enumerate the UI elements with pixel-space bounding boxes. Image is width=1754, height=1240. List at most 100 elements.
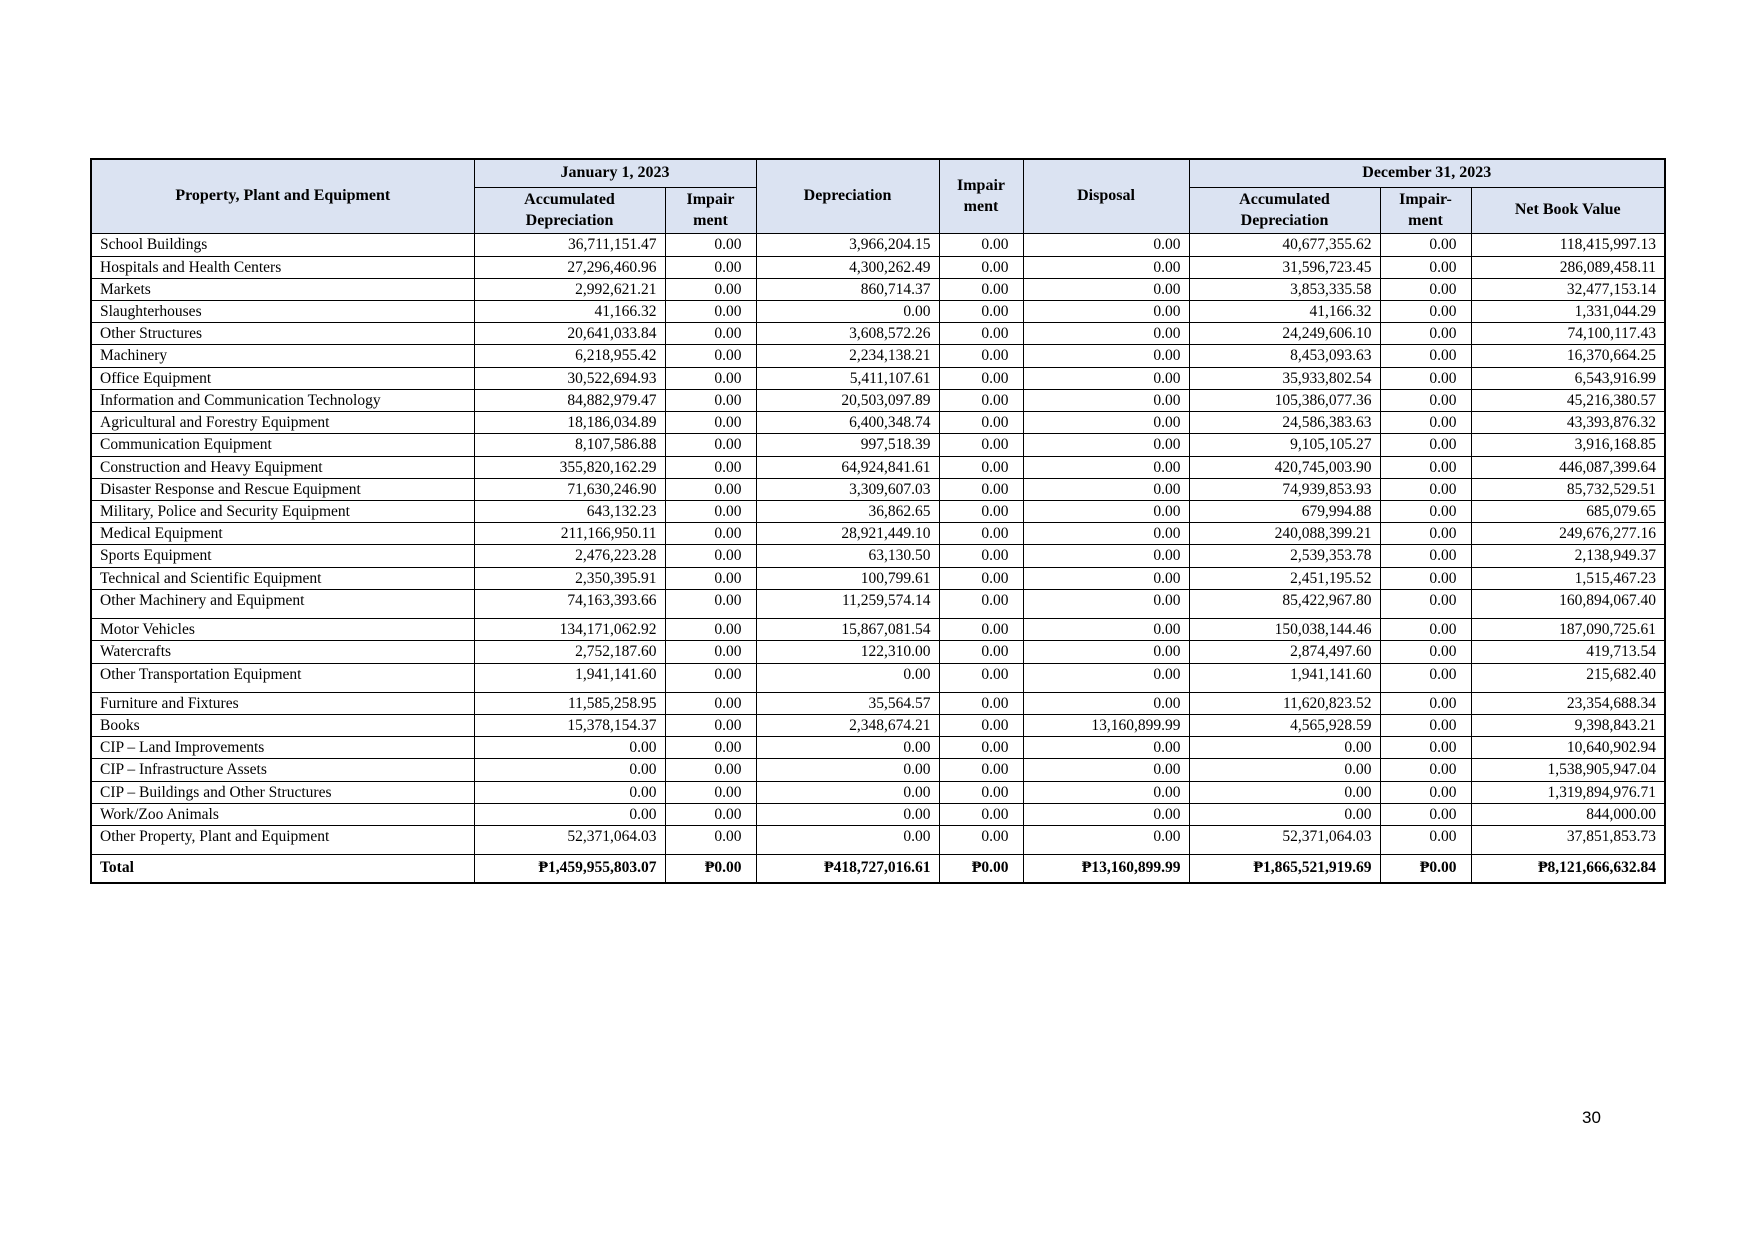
cell-value: 0.00 bbox=[1022, 344, 1190, 368]
cell-value: 0.00 bbox=[938, 825, 1024, 856]
cell-value: 3,916,168.85 bbox=[1470, 433, 1666, 457]
cell-value: 6,543,916.99 bbox=[1470, 366, 1666, 390]
cell-value: 4,300,262.49 bbox=[755, 255, 940, 279]
table-row: Markets 2,992,621.21 0.00 860,714.37 0.00 0.0… bbox=[90, 277, 1666, 302]
row-label: Other Property, Plant and Equipment bbox=[90, 825, 475, 856]
cell-value: 24,586,383.63 bbox=[1188, 411, 1381, 435]
cell-value: 36,862.65 bbox=[755, 500, 940, 524]
cell-value: 9,398,843.21 bbox=[1470, 713, 1666, 738]
cell-value: 0.00 bbox=[1379, 344, 1472, 368]
cell-value: 1,538,905,947.04 bbox=[1470, 758, 1666, 782]
cell-value: 2,234,138.21 bbox=[755, 344, 940, 368]
cell-value: 0.00 bbox=[938, 640, 1024, 664]
cell-value: 0.00 bbox=[938, 233, 1024, 257]
total-disposal: ₱13,160,899.99 bbox=[1022, 854, 1190, 884]
cell-value: 0.00 bbox=[664, 522, 757, 546]
cell-value: 3,309,607.03 bbox=[755, 477, 940, 502]
cell-value: 13,160,899.99 bbox=[1022, 713, 1190, 738]
cell-value: 0.00 bbox=[1379, 544, 1472, 568]
cell-value: 0.00 bbox=[1379, 300, 1472, 324]
cell-value: 41,166.32 bbox=[1188, 300, 1381, 324]
table-row: Books 15,378,154.37 0.00 2,348,674.21 0.00 13… bbox=[90, 713, 1666, 738]
cell-value: 997,518.39 bbox=[755, 433, 940, 457]
header-property: Property, Plant and Equipment bbox=[90, 158, 475, 235]
cell-value: 0.00 bbox=[1379, 758, 1472, 782]
row-label: Other Machinery and Equipment bbox=[90, 588, 475, 620]
row-label: Machinery bbox=[90, 344, 475, 368]
row-label: Hospitals and Health Centers bbox=[90, 255, 475, 279]
cell-value: 0.00 bbox=[664, 662, 757, 693]
cell-value: 9,105,105.27 bbox=[1188, 433, 1381, 457]
cell-value: 27,296,460.96 bbox=[473, 255, 666, 279]
cell-value: 4,565,928.59 bbox=[1188, 713, 1381, 738]
cell-value: 0.00 bbox=[1379, 433, 1472, 457]
cell-value: 0.00 bbox=[473, 758, 666, 782]
table-row: Military, Police and Security Equipment 6… bbox=[90, 500, 1666, 524]
header-depreciation: Depreciation bbox=[755, 158, 940, 235]
cell-value: 0.00 bbox=[938, 322, 1024, 346]
row-label: Furniture and Fixtures bbox=[90, 691, 475, 715]
table-row: Communication Equipment 8,107,586.88 0.00 9… bbox=[90, 433, 1666, 457]
cell-value: 0.00 bbox=[1022, 640, 1190, 664]
cell-value: 23,354,688.34 bbox=[1470, 691, 1666, 715]
cell-value: 0.00 bbox=[664, 758, 757, 782]
cell-value: 0.00 bbox=[1022, 736, 1190, 760]
header-net-book-value: Net Book Value bbox=[1470, 186, 1666, 235]
cell-value: 286,089,458.11 bbox=[1470, 255, 1666, 279]
cell-value: 2,350,395.91 bbox=[473, 566, 666, 590]
cell-value: 1,331,044.29 bbox=[1470, 300, 1666, 324]
cell-value: 64,924,841.61 bbox=[755, 455, 940, 479]
cell-value: 3,853,335.58 bbox=[1188, 277, 1381, 302]
cell-value: 0.00 bbox=[664, 544, 757, 568]
cell-value: 0.00 bbox=[1022, 322, 1190, 346]
cell-value: 0.00 bbox=[664, 233, 757, 257]
cell-value: 0.00 bbox=[938, 566, 1024, 590]
table-body: School Buildings 36,711,151.47 0.00 3,966,2… bbox=[90, 233, 1666, 856]
cell-value: 0.00 bbox=[938, 736, 1024, 760]
cell-value: 28,921,449.10 bbox=[755, 522, 940, 546]
cell-value: 0.00 bbox=[1188, 802, 1381, 827]
cell-value: 0.00 bbox=[664, 388, 757, 413]
cell-value: 0.00 bbox=[1379, 411, 1472, 435]
cell-value: 240,088,399.21 bbox=[1188, 522, 1381, 546]
cell-value: 0.00 bbox=[1379, 825, 1472, 856]
cell-value: 0.00 bbox=[938, 691, 1024, 715]
cell-value: 0.00 bbox=[938, 802, 1024, 827]
cell-value: 0.00 bbox=[1188, 736, 1381, 760]
cell-value: 84,882,979.47 bbox=[473, 388, 666, 413]
cell-value: 15,378,154.37 bbox=[473, 713, 666, 738]
table-row: Office Equipment 30,522,694.93 0.00 5,411,1… bbox=[90, 366, 1666, 390]
cell-value: 43,393,876.32 bbox=[1470, 411, 1666, 435]
cell-value: 0.00 bbox=[1379, 640, 1472, 664]
cell-value: 0.00 bbox=[938, 344, 1024, 368]
cell-value: 0.00 bbox=[664, 500, 757, 524]
cell-value: 0.00 bbox=[664, 566, 757, 590]
row-label: Slaughterhouses bbox=[90, 300, 475, 324]
table-row: CIP – Buildings and Other Structures 0.00… bbox=[90, 780, 1666, 804]
table-row: Technical and Scientific Equipment 2,350,… bbox=[90, 566, 1666, 590]
cell-value: 0.00 bbox=[1379, 802, 1472, 827]
total-impairment-dec: ₱0.00 bbox=[1379, 854, 1472, 884]
cell-value: 0.00 bbox=[664, 344, 757, 368]
cell-value: 160,894,067.40 bbox=[1470, 588, 1666, 620]
row-label: Markets bbox=[90, 277, 475, 302]
header-group-jan: January 1, 2023 bbox=[473, 158, 757, 188]
cell-value: 679,994.88 bbox=[1188, 500, 1381, 524]
cell-value: 6,218,955.42 bbox=[473, 344, 666, 368]
cell-value: 118,415,997.13 bbox=[1470, 233, 1666, 257]
cell-value: 100,799.61 bbox=[755, 566, 940, 590]
cell-value: 0.00 bbox=[1022, 691, 1190, 715]
cell-value: 2,874,497.60 bbox=[1188, 640, 1381, 664]
cell-value: 0.00 bbox=[938, 662, 1024, 693]
table-row: Disaster Response and Rescue Equipment 71… bbox=[90, 477, 1666, 502]
cell-value: 0.00 bbox=[938, 477, 1024, 502]
cell-value: 134,171,062.92 bbox=[473, 618, 666, 642]
cell-value: 0.00 bbox=[1379, 277, 1472, 302]
cell-value: 0.00 bbox=[664, 640, 757, 664]
cell-value: 0.00 bbox=[1022, 255, 1190, 279]
row-label: Work/Zoo Animals bbox=[90, 802, 475, 827]
row-label: CIP – Buildings and Other Structures bbox=[90, 780, 475, 804]
cell-value: 20,503,097.89 bbox=[755, 388, 940, 413]
cell-value: 0.00 bbox=[1188, 780, 1381, 804]
